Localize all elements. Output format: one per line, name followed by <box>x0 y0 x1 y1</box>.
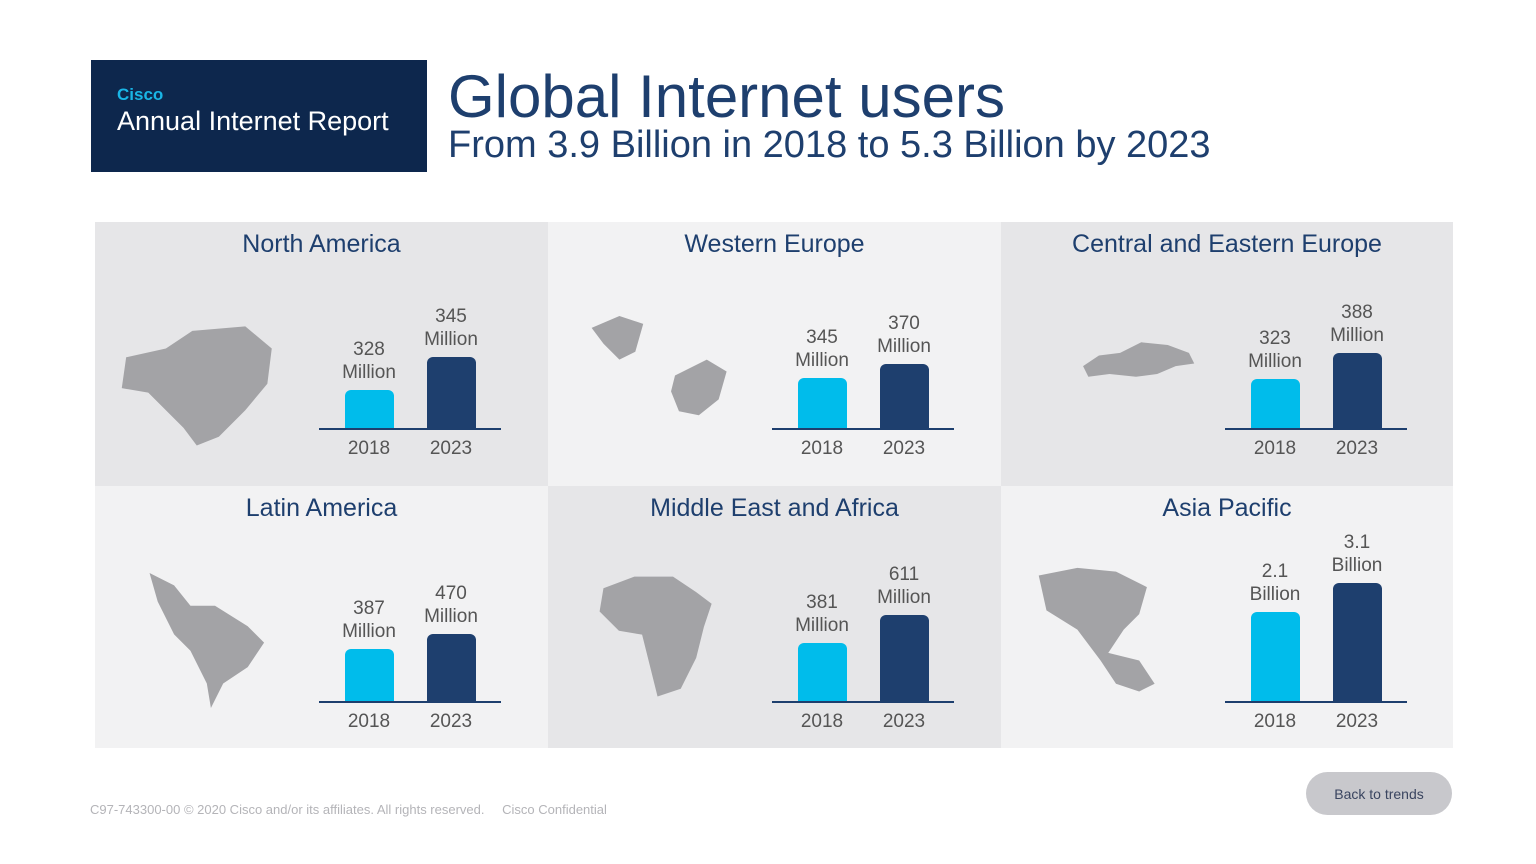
bar-label: 370 Million <box>859 312 949 358</box>
footer: C97-743300-00 © 2020 Cisco and/or its af… <box>90 802 621 817</box>
bar-label: 387 Million <box>324 597 414 643</box>
region-title: Middle East and Africa <box>650 494 899 522</box>
western-europe-map-icon <box>591 315 727 416</box>
bar-2023 <box>1333 583 1382 701</box>
year-label: 2018 <box>800 438 844 459</box>
year-label: 2023 <box>882 438 926 459</box>
bar-unit: Million <box>877 587 931 608</box>
bar-value: 345 <box>435 306 467 327</box>
region-title: Latin America <box>245 494 398 522</box>
region-panel: Asia Pacific 2.1 Billion 2018 3.1 Billion … <box>1001 486 1453 748</box>
region-title: Asia Pacific <box>1162 494 1292 522</box>
bar-2018 <box>798 378 847 428</box>
bar-2023 <box>427 634 476 701</box>
page-title: Global Internet users <box>448 63 1005 130</box>
year-label: 2023 <box>1335 711 1379 732</box>
bar-label: 345 Million <box>406 305 496 351</box>
year-label: 2018 <box>347 711 391 732</box>
bar-unit: Million <box>424 329 478 350</box>
year-label: 2023 <box>882 711 926 732</box>
bar-value: 611 <box>888 564 920 585</box>
bar-2023 <box>1333 353 1382 428</box>
region-title: North America <box>242 230 401 258</box>
baseline <box>772 701 954 703</box>
asia-pacific-map-icon <box>1038 567 1155 692</box>
year-label: 2018 <box>347 438 391 459</box>
eastern-europe-map-icon <box>1083 342 1195 377</box>
bar-2023 <box>880 615 929 701</box>
bar-2018 <box>798 643 847 701</box>
baseline <box>772 428 954 430</box>
bar-value: 2.1 <box>1261 561 1289 582</box>
bar-label: 611 Million <box>859 563 949 609</box>
bar-unit: Billion <box>1331 555 1383 576</box>
brand-company: Cisco <box>117 85 164 104</box>
bar-value: 323 <box>1259 328 1291 349</box>
year-label: 2023 <box>429 711 473 732</box>
region-panel: Middle East and Africa 381 Million 2018 6… <box>548 486 1001 748</box>
bar-value: 470 <box>435 583 467 604</box>
region-grid: North America 328 Million 2018 345 Million… <box>95 222 1453 748</box>
bar-unit: Million <box>1248 351 1302 372</box>
page-subtitle: From 3.9 Billion in 2018 to 5.3 Billion … <box>448 124 1211 166</box>
bar-2018 <box>345 390 394 428</box>
bar-label: 381 Million <box>777 591 867 637</box>
bar-2023 <box>427 357 476 428</box>
region-title: Central and Eastern Europe <box>1072 230 1382 258</box>
bar-value: 387 <box>353 598 385 619</box>
bar-value: 388 <box>1341 302 1373 323</box>
bar-label: 3.1 Billion <box>1312 531 1402 577</box>
bar-2018 <box>1251 612 1300 701</box>
bar-unit: Million <box>1330 325 1384 346</box>
bar-label: 328 Million <box>324 338 414 384</box>
bar-unit: Million <box>795 350 849 371</box>
baseline <box>1225 701 1407 703</box>
bar-label: 2.1 Billion <box>1230 560 1320 606</box>
baseline <box>319 428 501 430</box>
baseline <box>1225 428 1407 430</box>
back-to-trends-button[interactable]: Back to trends <box>1306 772 1452 815</box>
year-label: 2018 <box>800 711 844 732</box>
north-america-map-icon <box>121 326 272 446</box>
bar-label: 388 Million <box>1312 301 1402 347</box>
bar-label: 323 Million <box>1230 327 1320 373</box>
bar-unit: Million <box>342 362 396 383</box>
bar-value: 381 <box>806 592 838 613</box>
region-panel: Western Europe 345 Million 2018 370 Millio… <box>548 222 1001 486</box>
region-panel: Central and Eastern Europe 323 Million 20… <box>1001 222 1453 486</box>
year-label: 2023 <box>429 438 473 459</box>
brand-box: Cisco Annual Internet Report <box>91 60 427 172</box>
confidential: Cisco Confidential <box>502 802 607 817</box>
bar-value: 3.1 <box>1343 532 1371 553</box>
bar-2018 <box>345 649 394 701</box>
year-label: 2023 <box>1335 438 1379 459</box>
year-label: 2018 <box>1253 438 1297 459</box>
copyright: C97-743300-00 © 2020 Cisco and/or its af… <box>90 802 485 817</box>
brand-report: Annual Internet Report <box>117 106 389 136</box>
year-label: 2018 <box>1253 711 1297 732</box>
region-panel: North America 328 Million 2018 345 Million… <box>95 222 548 486</box>
bar-unit: Million <box>877 336 931 357</box>
bar-unit: Billion <box>1249 584 1301 605</box>
region-title: Western Europe <box>684 230 865 258</box>
bar-label: 345 Million <box>777 326 867 372</box>
region-panel: Latin America 387 Million 2018 470 Million… <box>95 486 548 748</box>
bar-2018 <box>1251 379 1300 428</box>
bar-2023 <box>880 364 929 428</box>
bar-value: 328 <box>353 339 385 360</box>
africa-map-icon <box>599 576 712 697</box>
bar-value: 345 <box>806 327 838 348</box>
latin-america-map-icon <box>149 573 265 709</box>
bar-value: 370 <box>888 313 920 334</box>
baseline <box>319 701 501 703</box>
bar-unit: Million <box>342 621 396 642</box>
bar-unit: Million <box>424 606 478 627</box>
bar-unit: Million <box>795 615 849 636</box>
bar-label: 470 Million <box>406 582 496 628</box>
